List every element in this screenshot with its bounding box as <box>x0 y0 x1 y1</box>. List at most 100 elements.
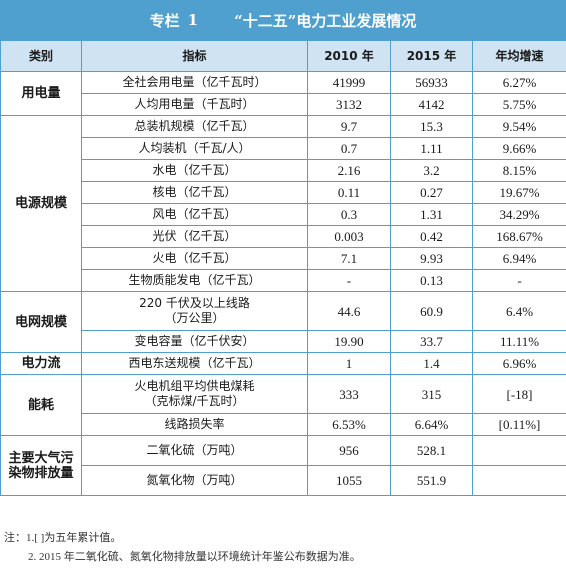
value-2015-cell: 4142 <box>390 93 473 116</box>
table-row: 主要大气污 染物排放量 二氧化硫（万吨） 956 528.1 <box>0 435 566 496</box>
indicator-cell: 变电容量（亿千伏安） <box>81 330 308 353</box>
value-2010-cell: 1 <box>307 352 391 375</box>
value-2010-cell: 956 <box>307 435 391 466</box>
indicator-cell: 风电（亿千瓦） <box>81 203 308 226</box>
footnote-1: 注：1.[ ]为五年累计值。 <box>4 532 122 544</box>
value-2015-cell: 0.42 <box>390 225 473 248</box>
value-2015-cell: 60.9 <box>390 291 473 331</box>
indicator-cell: 生物质能发电（亿千瓦） <box>81 269 308 292</box>
value-2010-cell: 333 <box>307 374 391 414</box>
value-2010-cell: - <box>307 269 391 292</box>
title-prefix: 专栏 <box>149 11 180 30</box>
growth-cell: 11.11% <box>472 330 566 353</box>
table-row: 风电（亿千瓦） 0.3 1.31 34.29% <box>1 203 566 226</box>
growth-cell: 9.66% <box>472 137 566 160</box>
growth-cell: 8.15% <box>472 159 566 182</box>
growth-cell: 5.75% <box>472 93 566 116</box>
growth-cell: 19.67% <box>472 181 566 204</box>
category-cell: 主要大气污 染物排放量 <box>0 435 82 496</box>
table-body: 用电量 全社会用电量（亿千瓦时） 41999 56933 6.27% 人均用电量（千瓦时）… <box>0 71 566 496</box>
value-2015-cell: 56933 <box>390 71 473 94</box>
growth-cell: [-18] <box>472 374 566 414</box>
table-row: 人均用电量（千瓦时） 3132 4142 5.75% <box>1 93 566 116</box>
growth-cell: 6.4% <box>472 291 566 331</box>
growth-cell: - <box>472 269 566 292</box>
table-row: 人均装机（千瓦/人） 0.7 1.11 9.66% <box>1 137 566 160</box>
indicator-cell: 220 千伏及以上线路 （万公里） <box>81 291 308 331</box>
indicator-cell: 西电东送规模（亿千瓦） <box>81 352 308 375</box>
table-row: 用电量 全社会用电量（亿千瓦时） 41999 56933 6.27% <box>0 71 566 116</box>
value-2010-cell: 6.53% <box>307 413 391 436</box>
indicator-cell: 人均装机（千瓦/人） <box>81 137 308 160</box>
value-2010-cell: 0.3 <box>307 203 391 226</box>
indicator-cell: 全社会用电量（亿千瓦时） <box>81 71 308 94</box>
value-2010-cell: 1055 <box>307 465 391 496</box>
value-2010-cell: 0.11 <box>307 181 391 204</box>
indicator-cell: 氮氧化物（万吨） <box>81 465 308 496</box>
value-2010-cell: 44.6 <box>307 291 391 331</box>
growth-cell: [0.11%] <box>472 413 566 436</box>
value-2015-cell: 1.31 <box>390 203 473 226</box>
category-cell: 能耗 <box>0 374 82 436</box>
value-2010-cell: 2.16 <box>307 159 391 182</box>
header-growth: 年均增速 <box>472 40 566 72</box>
growth-cell: 6.94% <box>472 247 566 270</box>
value-2015-cell: 1.4 <box>390 352 473 375</box>
table-row: 电源规模 总装机规模（亿千瓦） 9.7 15.3 9.54% <box>0 115 566 292</box>
statistics-table: 类别 指标 2010 年 2015 年 年均增速 用电量 全社会用电量（亿千瓦时）… <box>0 40 566 496</box>
category-cell: 电网规模 <box>0 291 82 353</box>
title-text: “十二五”电力工业发展情况 <box>234 11 417 30</box>
table-row: 电网规模 220 千伏及以上线路 （万公里） 44.6 60.9 6.4% <box>0 291 566 353</box>
growth-cell: 6.27% <box>472 71 566 94</box>
table-row: 核电（亿千瓦） 0.11 0.27 19.67% <box>1 181 566 204</box>
value-2015-cell: 0.27 <box>390 181 473 204</box>
table-row: 变电容量（亿千伏安） 19.90 33.7 11.11% <box>1 330 566 353</box>
indicator-cell: 核电（亿千瓦） <box>81 181 308 204</box>
value-2015-cell: 1.11 <box>390 137 473 160</box>
growth-cell: 34.29% <box>472 203 566 226</box>
value-2010-cell: 0.7 <box>307 137 391 160</box>
value-2015-cell: 15.3 <box>390 115 473 138</box>
indicator-cell: 总装机规模（亿千瓦） <box>81 115 308 138</box>
table-row: 能耗 火电机组平均供电煤耗 （克标煤/千瓦时） 333 315 [-18] <box>0 374 566 436</box>
value-2015-cell: 9.93 <box>390 247 473 270</box>
value-2010-cell: 7.1 <box>307 247 391 270</box>
header-indicator: 指标 <box>81 40 308 72</box>
value-2010-cell: 9.7 <box>307 115 391 138</box>
footnotes: 注：1.[ ]为五年累计值。 2. 2015 年二氧化硫、氮氧化物排放量以环境统… <box>4 529 564 567</box>
value-2010-cell: 3132 <box>307 93 391 116</box>
value-2015-cell: 3.2 <box>390 159 473 182</box>
title-number: 1 <box>187 11 199 29</box>
table-row: 线路损失率 6.53% 6.64% [0.11%] <box>1 413 566 436</box>
growth-cell: 9.54% <box>472 115 566 138</box>
value-2015-cell: 6.64% <box>390 413 473 436</box>
table-row: 氮氧化物（万吨） 1055 551.9 <box>1 465 566 496</box>
value-2010-cell: 19.90 <box>307 330 391 353</box>
table-title: 专栏 1 “十二五”电力工业发展情况 <box>0 0 566 40</box>
value-2015-cell: 551.9 <box>390 465 473 496</box>
category-cell: 用电量 <box>0 71 82 116</box>
table-row: 火电（亿千瓦） 7.1 9.93 6.94% <box>1 247 566 270</box>
indicator-cell: 线路损失率 <box>81 413 308 436</box>
category-cell: 电源规模 <box>0 115 82 292</box>
indicator-cell: 火电（亿千瓦） <box>81 247 308 270</box>
table-row: 生物质能发电（亿千瓦） -0.13- <box>1 269 566 292</box>
growth-cell: 6.96% <box>472 352 566 375</box>
growth-cell: 168.67% <box>472 225 566 248</box>
value-2015-cell: 315 <box>390 374 473 414</box>
indicator-cell: 火电机组平均供电煤耗 （克标煤/千瓦时） <box>81 374 308 414</box>
value-2015-cell: 33.7 <box>390 330 473 353</box>
category-cell: 电力流 <box>0 352 82 375</box>
header-2010: 2010 年 <box>307 40 391 72</box>
growth-cell <box>472 435 566 466</box>
indicator-cell: 二氧化硫（万吨） <box>81 435 308 466</box>
value-2010-cell: 41999 <box>307 71 391 94</box>
table-row: 光伏（亿千瓦） 0.003 0.42 168.67% <box>1 225 566 248</box>
indicator-cell: 人均用电量（千瓦时） <box>81 93 308 116</box>
header-category: 类别 <box>0 40 82 72</box>
value-2015-cell: 528.1 <box>390 435 473 466</box>
value-2015-cell: 0.13 <box>390 269 473 292</box>
table-row: 水电（亿千瓦） 2.16 3.2 8.15% <box>1 159 566 182</box>
header-2015: 2015 年 <box>390 40 473 72</box>
